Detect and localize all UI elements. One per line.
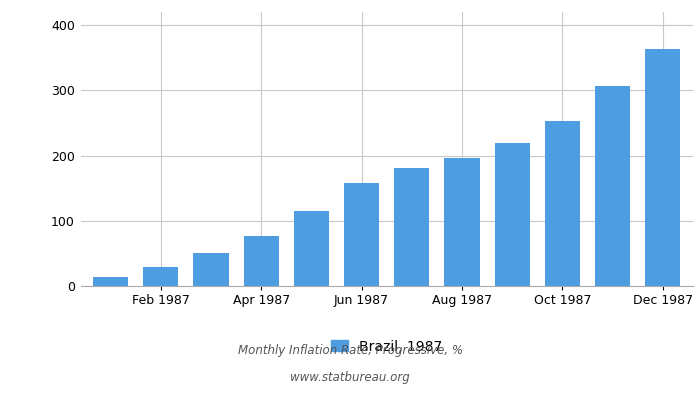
Bar xyxy=(144,267,178,286)
Bar xyxy=(545,121,580,286)
Bar xyxy=(595,86,630,286)
Bar xyxy=(93,277,128,286)
Bar xyxy=(645,49,680,286)
Bar xyxy=(344,183,379,286)
Bar xyxy=(193,253,229,286)
Bar xyxy=(294,211,329,286)
Bar xyxy=(394,168,429,286)
Legend: Brazil, 1987: Brazil, 1987 xyxy=(331,340,442,354)
Text: www.statbureau.org: www.statbureau.org xyxy=(290,371,410,384)
Bar xyxy=(495,143,530,286)
Bar xyxy=(244,236,279,286)
Bar xyxy=(444,158,480,286)
Text: Monthly Inflation Rate, Progressive, %: Monthly Inflation Rate, Progressive, % xyxy=(237,344,463,357)
